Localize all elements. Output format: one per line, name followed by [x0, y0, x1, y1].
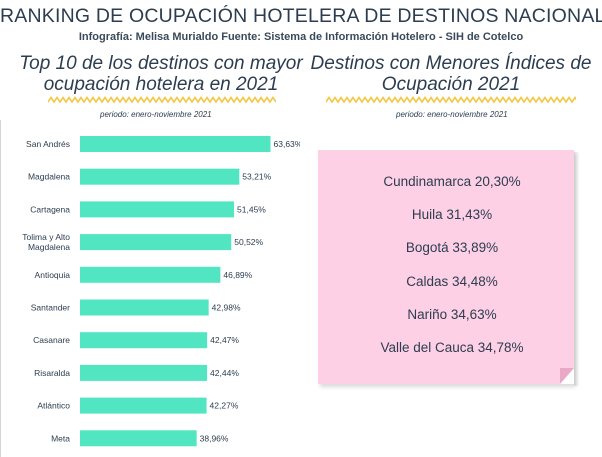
- sticky-note: [318, 150, 574, 384]
- category-label: Risaralda: [34, 368, 70, 378]
- category-label: Tolima y Alto Magdalena: [22, 232, 70, 252]
- note-folded-corner: [560, 368, 574, 384]
- bar-value-label: 42,98%: [212, 303, 241, 313]
- bar-value-label: 42,47%: [210, 335, 239, 345]
- right-title-line-1: Destinos con Menores Índices de: [310, 53, 592, 74]
- category-label: Meta: [51, 433, 70, 443]
- left-section-title: Top 10 de los destinos con mayor ocupaci…: [18, 53, 304, 95]
- category-label: Santander: [31, 303, 70, 313]
- bar: [80, 136, 271, 152]
- bar: [80, 299, 209, 316]
- right-title-line-2: Ocupación 2021: [381, 74, 521, 95]
- left-period-label: periodo: enero-noviembre 2021: [100, 110, 212, 119]
- category-label: Antioquia: [35, 270, 71, 280]
- bar: [80, 430, 197, 447]
- bar-value-label: 53,21%: [242, 172, 271, 182]
- lowest-occupancy-list: Cundinamarca 20,30% Huila 31,43% Bogotá …: [318, 172, 586, 371]
- lowest-item: Nariño 34,63%: [407, 306, 497, 322]
- lowest-item: Cundinamarca 20,30%: [383, 174, 521, 189]
- bar-value-label: 50,52%: [234, 237, 263, 247]
- right-section-title: Destinos con Menores Índices de Ocupació…: [306, 53, 596, 95]
- category-label: Casanare: [33, 335, 70, 345]
- bar-value-label: 63,63%: [274, 139, 301, 149]
- bar-value-label: 38,96%: [200, 433, 229, 443]
- category-label: Magdalena: [28, 172, 70, 182]
- lowest-item: Huila 31,43%: [411, 207, 493, 223]
- bar: [80, 168, 240, 185]
- category-label: San Andrés: [26, 139, 70, 149]
- left-border-line: [0, 120, 1, 457]
- top10-bar-chart: 63,63% San Andrés 53,21% Magdalena 51,45% Car…: [22, 136, 301, 447]
- bar: [80, 234, 232, 251]
- right-period-label: periodo: enero-noviembre 2021: [396, 110, 508, 119]
- right-wave-decoration: [326, 96, 576, 104]
- credit-line: Infografía: Melisa Murialdo Fuente: Sist…: [78, 31, 524, 43]
- bar: [80, 201, 235, 218]
- left-title-line-2: ocupación hotelera en 2021: [43, 74, 279, 95]
- page-title: RANKING DE OCUPACIÓN HOTELERA DE DESTINO…: [0, 5, 602, 27]
- left-title-line-1: Top 10 de los destinos con mayor: [19, 53, 303, 74]
- note-shadow: [574, 152, 580, 386]
- category-label: Cartagena: [30, 204, 70, 214]
- bar-value-label: 51,45%: [237, 204, 266, 214]
- left-wave-decoration: [48, 96, 276, 104]
- category-label: Atlántico: [37, 401, 70, 411]
- bar: [80, 266, 221, 283]
- lowest-item: Caldas 34,48%: [406, 273, 498, 289]
- lowest-item: Valle del Cauca 34,78%: [380, 339, 524, 355]
- bar: [80, 364, 208, 381]
- bar: [80, 397, 207, 414]
- bar-value-label: 42,27%: [210, 401, 239, 411]
- bar-value-label: 42,44%: [210, 368, 239, 378]
- bar-value-label: 46,89%: [223, 270, 252, 280]
- bar: [80, 332, 208, 349]
- lowest-item: Bogotá 33,89%: [405, 240, 499, 256]
